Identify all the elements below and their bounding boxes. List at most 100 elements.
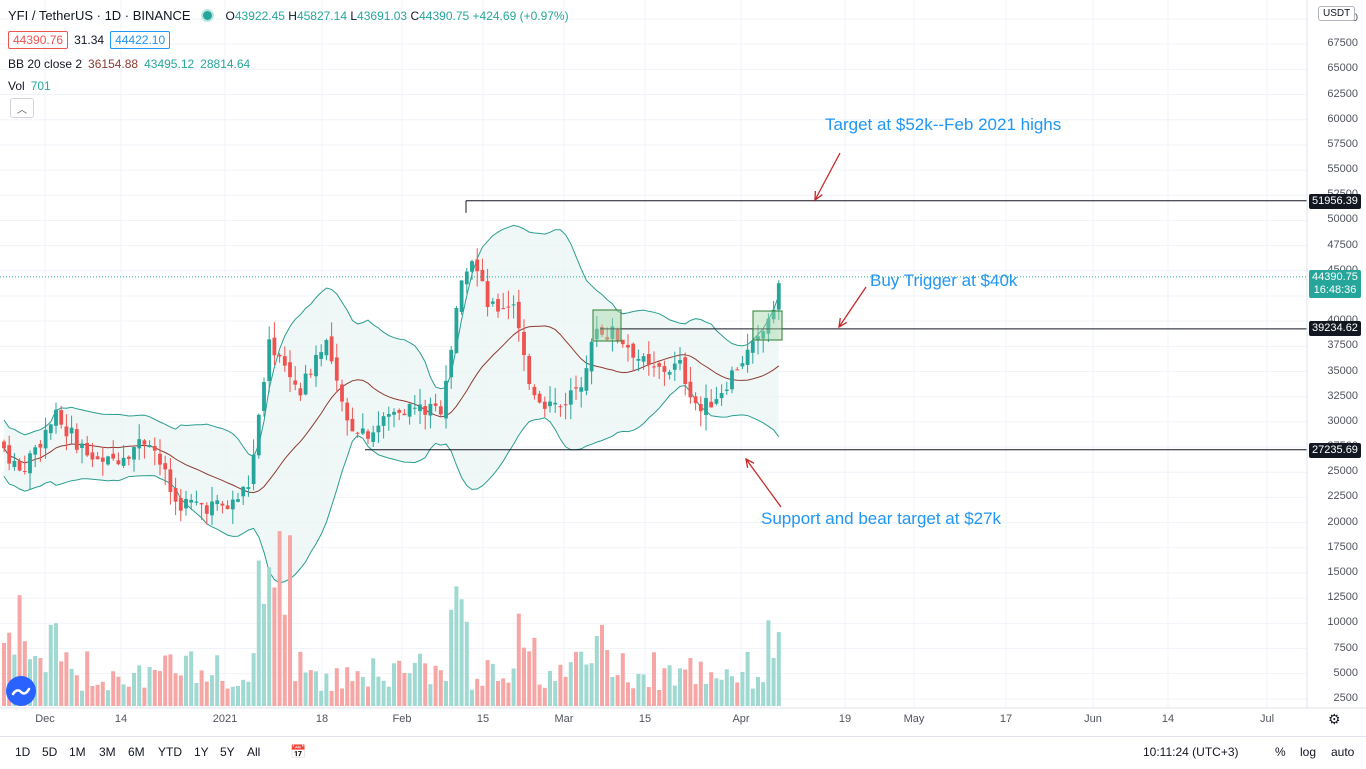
- range-button-all[interactable]: All: [247, 745, 261, 759]
- candle-body: [225, 505, 230, 510]
- range-button-ytd[interactable]: YTD: [158, 745, 182, 759]
- candle-body: [12, 460, 17, 467]
- volume-bar: [418, 653, 422, 706]
- candle-body: [522, 331, 526, 356]
- volume-bar: [719, 679, 724, 706]
- currency-badge[interactable]: USDT: [1318, 6, 1356, 21]
- volume-bar: [771, 657, 776, 706]
- price-tick-label: 17500: [1327, 540, 1358, 553]
- candle-body: [220, 503, 225, 506]
- candle-body: [412, 407, 417, 409]
- candle-body: [626, 344, 630, 348]
- range-button-3m[interactable]: 3M: [99, 745, 116, 759]
- volume-bar: [54, 623, 58, 706]
- volume-bar: [631, 688, 636, 706]
- support-annotation[interactable]: Support and bear target at $27k: [761, 509, 1002, 528]
- candle-body: [527, 356, 532, 385]
- bid-ask-row: 44390.76 31.34 44422.10: [8, 31, 171, 49]
- volume-bar: [340, 688, 344, 706]
- candle-body: [126, 456, 131, 459]
- candle-body: [532, 386, 537, 396]
- candle-body: [542, 401, 547, 409]
- logo-wave-icon: [11, 687, 31, 696]
- symbol-title[interactable]: YFI / TetherUS · 1D · BINANCE: [8, 8, 191, 23]
- range-button-6m[interactable]: 6M: [128, 745, 145, 759]
- tradingview-logo[interactable]: [6, 676, 36, 706]
- volume-bar: [282, 614, 287, 706]
- candle-body: [761, 331, 766, 339]
- volume-bar: [371, 658, 376, 706]
- buy-trigger-annotation[interactable]: Buy Trigger at $40k: [870, 271, 1018, 290]
- collapse-legend-button[interactable]: ︿: [10, 98, 34, 118]
- volume-bar: [516, 613, 521, 706]
- candle-body: [33, 447, 38, 455]
- candle-body: [69, 427, 74, 434]
- price-tick-label: 32500: [1327, 389, 1358, 402]
- volume-bar: [444, 681, 448, 706]
- range-button-1d[interactable]: 1D: [15, 745, 31, 759]
- volume-bar: [594, 636, 599, 706]
- candle-body: [579, 387, 584, 392]
- volume-bar: [485, 660, 490, 706]
- volume-bar: [501, 678, 506, 706]
- volume-bar: [605, 649, 610, 706]
- candle-body: [428, 403, 433, 416]
- candle-body: [756, 336, 760, 340]
- volume-bar: [111, 671, 116, 706]
- volume-bar: [392, 663, 396, 706]
- target-annotation[interactable]: Target at $52k--Feb 2021 highs: [825, 115, 1062, 134]
- volume-bar: [225, 688, 230, 706]
- candle-body: [464, 271, 469, 285]
- percent-scale-toggle[interactable]: %: [1275, 745, 1286, 759]
- candle-body: [459, 280, 464, 312]
- candle-body: [59, 410, 64, 425]
- candle-body: [766, 318, 771, 334]
- volume-bar: [438, 670, 443, 706]
- volume-legend[interactable]: Vol 701: [8, 79, 51, 93]
- volume-bar: [22, 641, 27, 706]
- volume-bar: [158, 671, 162, 706]
- volume-bar: [137, 665, 142, 706]
- clock[interactable]: 10:11:24 (UTC+3): [1143, 745, 1239, 759]
- candle-body: [548, 401, 552, 407]
- buy-price-button[interactable]: 44422.10: [110, 31, 171, 49]
- candle-body: [537, 393, 542, 403]
- volume-bar: [64, 652, 69, 706]
- candle-body: [340, 384, 344, 402]
- volume-bar: [288, 535, 292, 706]
- auto-scale-toggle[interactable]: auto: [1331, 745, 1355, 759]
- candle-body: [423, 406, 428, 415]
- range-button-1m[interactable]: 1M: [69, 745, 86, 759]
- range-button-1y[interactable]: 1Y: [194, 745, 209, 759]
- candle-body: [7, 445, 12, 464]
- sell-price-button[interactable]: 44390.76: [8, 31, 69, 49]
- candle-body: [2, 441, 6, 449]
- volume-bar: [423, 663, 428, 706]
- volume-bar: [381, 680, 386, 706]
- volume-bar: [454, 586, 459, 706]
- volume-bar: [657, 690, 662, 706]
- candle-body: [22, 470, 27, 472]
- volume-bar: [433, 665, 438, 706]
- volume-bar: [345, 667, 350, 706]
- gear-icon[interactable]: ⚙: [1328, 711, 1341, 727]
- bb-lower-line: [3, 385, 780, 584]
- range-button-5y[interactable]: 5Y: [220, 745, 235, 759]
- calendar-icon[interactable]: 📅: [290, 744, 307, 759]
- volume-bar: [106, 690, 110, 706]
- volume-bar: [132, 672, 136, 706]
- candle-body: [652, 366, 656, 368]
- volume-bar: [506, 682, 511, 706]
- candle-body: [714, 399, 719, 404]
- candle-body: [574, 387, 578, 389]
- bb-indicator-legend[interactable]: BB 20 close 2 36154.88 43495.12 28814.64: [8, 57, 250, 71]
- volume-bar: [80, 690, 84, 706]
- candle-body: [100, 457, 105, 462]
- open-value: 43922.45: [234, 8, 285, 23]
- volume-bar: [366, 686, 370, 706]
- price-tick-label: 37500: [1327, 339, 1358, 352]
- log-scale-toggle[interactable]: log: [1300, 745, 1317, 759]
- volume-bar: [189, 651, 194, 706]
- range-button-5d[interactable]: 5D: [42, 745, 58, 759]
